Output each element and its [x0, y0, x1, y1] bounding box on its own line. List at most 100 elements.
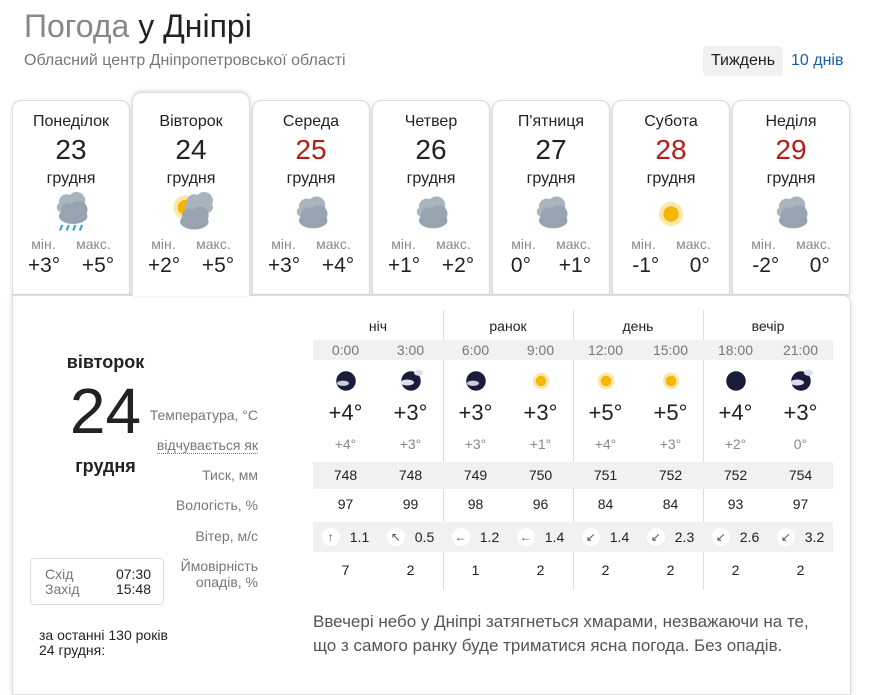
precip-cell: 2: [666, 562, 675, 578]
feels-cell: +3°: [399, 436, 422, 452]
day-name: Неділя: [765, 113, 817, 130]
day-tab-24[interactable]: Вівторок 24 грудня мін. макс. +2° +5°: [132, 92, 250, 296]
times-cell: 3:00: [396, 342, 425, 358]
label-wind: Вітер, м/с: [195, 528, 258, 544]
tab-10-days[interactable]: 10 днів: [791, 52, 844, 69]
temp-cell: +3°: [458, 400, 493, 425]
wind-direction-icon: ↖: [386, 528, 405, 546]
day-tab-29[interactable]: Неділя 29 грудня мін. макс. -2° 0°: [732, 100, 850, 295]
day-tab-23[interactable]: Понеділок 23 грудня мін. макс. +3° +5°: [12, 100, 130, 295]
feels-cell: +4°: [594, 436, 617, 452]
row-precip: 7 2 1 2 2 2 2 2: [313, 562, 833, 578]
humidity-cell: 93: [727, 496, 744, 512]
wind-direction-icon: ↙: [711, 528, 730, 546]
period-1: ранок: [489, 318, 527, 334]
label-feels-like[interactable]: відчувається як: [156, 437, 258, 454]
day-name: Четвер: [404, 113, 458, 130]
divider: [703, 310, 704, 590]
row-pressure: 748 748 749 750 751 752 752 754: [313, 462, 833, 489]
sunrise-time: 07:30: [115, 566, 151, 582]
precip-cell: 2: [406, 562, 415, 578]
temp-cell: +5°: [588, 400, 623, 425]
temp-cell: +3°: [523, 400, 558, 425]
times-cell: 15:00: [652, 342, 689, 358]
history-note: за останні 130 років 24 грудня:: [39, 627, 168, 658]
day-month: грудня: [526, 170, 576, 187]
max-temp: 0°: [689, 254, 710, 277]
times-cell: 9:00: [526, 342, 555, 358]
moon-cloudy-icon: [400, 369, 423, 391]
humidity-cell: 97: [792, 496, 809, 512]
day-month: грудня: [46, 170, 96, 187]
row-temp: +4° +3° +3° +3° +5° +5° +4° +3°: [313, 400, 833, 426]
period-2: день: [622, 318, 654, 334]
cloud-icon: [536, 196, 568, 229]
humidity-cell: 98: [467, 496, 484, 512]
day-tab-26[interactable]: Четвер 26 грудня мін. макс. +1° +2°: [372, 100, 490, 295]
max-temp: +4°: [321, 254, 355, 277]
label-temperature: Температура, °C: [149, 407, 258, 423]
pressure-cell: 752: [723, 467, 748, 483]
day-name: Субота: [644, 113, 698, 130]
min-temp: +3°: [267, 254, 301, 277]
times-cell: 12:00: [587, 342, 624, 358]
min-temp: -2°: [752, 254, 780, 277]
times-cell: 6:00: [461, 342, 490, 358]
feels-cell: 0°: [793, 436, 808, 452]
moon-icon: [725, 370, 746, 391]
day-month: грудня: [166, 170, 216, 187]
cloud-icon: [776, 196, 808, 229]
day-date: 28: [655, 134, 687, 165]
pressure-cell: 748: [398, 467, 423, 483]
times-cell: 0:00: [331, 342, 360, 358]
min-temp: -1°: [632, 254, 660, 277]
sun-icon: [662, 372, 679, 389]
pressure-cell: 748: [333, 467, 358, 483]
label-precip: Ймовірність опадів, %: [180, 558, 258, 590]
day-detail-panel: вівторок 24 грудня Схід 07:30 Захід 15:48 …: [12, 295, 851, 695]
precip-cell: 2: [796, 562, 805, 578]
day-date: 26: [415, 134, 447, 165]
sunset-time: 15:48: [115, 581, 151, 597]
cloud-icon: [296, 196, 328, 229]
day-tab-25[interactable]: Середа 25 грудня мін. макс. +3° +4°: [252, 100, 370, 295]
day-date: 29: [775, 134, 807, 165]
pressure-cell: 751: [593, 467, 618, 483]
temp-cell: +3°: [393, 400, 428, 425]
moon-cloud-icon: [335, 370, 356, 391]
wind-direction-icon: ←: [451, 528, 470, 546]
wind-direction-icon: ↑: [321, 528, 340, 546]
wind-direction-icon: ↙: [646, 528, 665, 546]
tab-week[interactable]: Тиждень: [703, 46, 783, 76]
humidity-cell: 99: [402, 496, 419, 512]
temp-cell: +5°: [653, 400, 688, 425]
max-temp: +1°: [558, 254, 592, 277]
feels-cell: +4°: [334, 436, 357, 452]
cloud-icon: [416, 196, 448, 229]
page-subtitle: Обласний центр Дніпропетровської області: [24, 52, 346, 69]
pressure-cell: 752: [658, 467, 683, 483]
selected-weekday: вівторок: [66, 352, 145, 372]
pressure-cell: 754: [788, 467, 813, 483]
humidity-cell: 84: [597, 496, 614, 512]
min-temp: +3°: [27, 254, 61, 277]
times-cell: 18:00: [717, 342, 754, 358]
row-wind: ↑ 1.1 ↖ 0.5 ← 1.2 ← 1.4 ↙ 1.4 ↙ 2.3 ↙ 2.6 ↙ 3.2: [313, 522, 833, 552]
moon-cloudy-icon: [790, 369, 813, 391]
day-tab-27[interactable]: П'ятниця 27 грудня мін. макс. 0° +1°: [492, 100, 610, 295]
period-0: ніч: [368, 318, 388, 334]
label-humidity: Вологість, %: [175, 497, 258, 513]
max-temp: +2°: [441, 254, 475, 277]
day-tab-28[interactable]: Субота 28 грудня мін. макс. -1° 0°: [612, 100, 730, 295]
label-pressure: Тиск, мм: [202, 467, 258, 483]
humidity-cell: 97: [337, 496, 354, 512]
day-date: 23: [55, 134, 87, 165]
sun-cloud-icon: [173, 192, 213, 230]
day-month: грудня: [406, 170, 456, 187]
max-temp: 0°: [809, 254, 830, 277]
moon-cloud-icon: [465, 370, 486, 391]
row-humidity: 97 99 98 96 84 84 93 97: [313, 496, 833, 512]
humidity-cell: 84: [662, 496, 679, 512]
feels-cell: +1°: [529, 436, 552, 452]
cloud-rain-icon: [56, 192, 88, 231]
